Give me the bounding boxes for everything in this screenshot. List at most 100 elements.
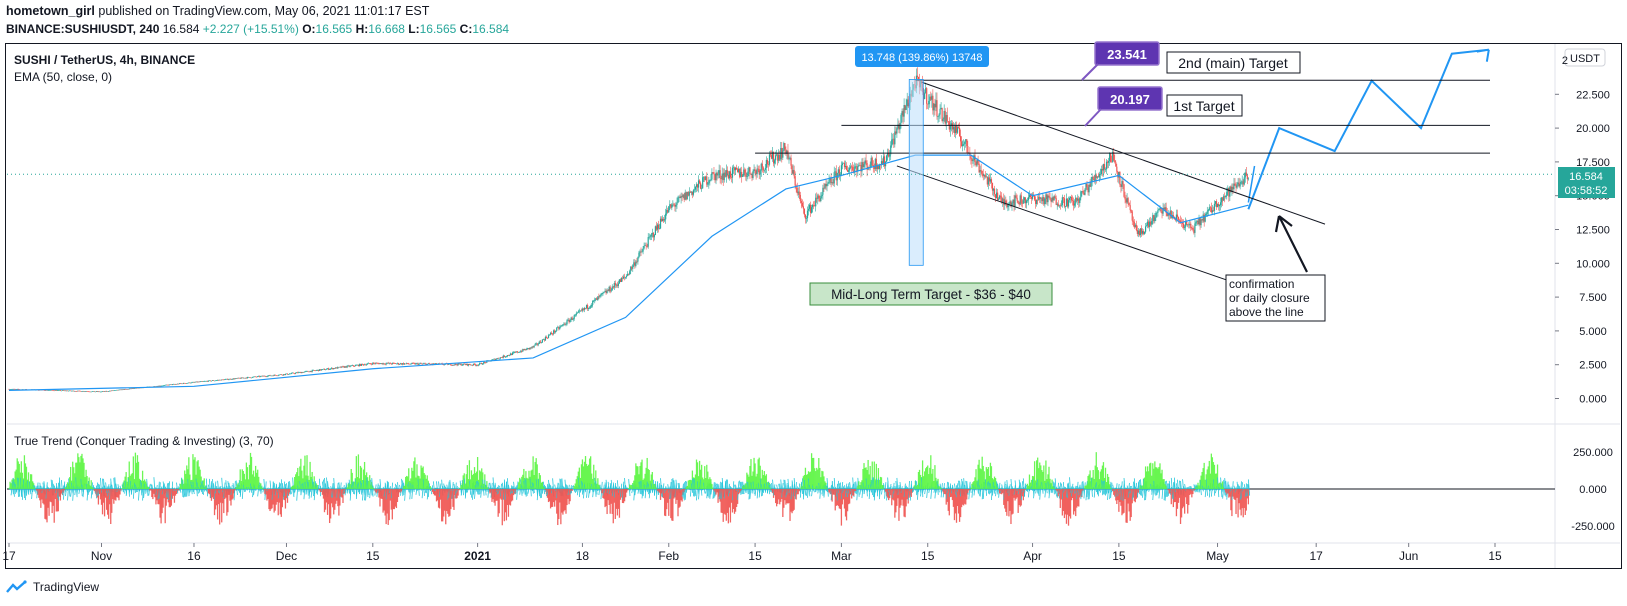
tradingview-footer[interactable]: TradingView — [6, 580, 99, 594]
indicator-signal — [1109, 481, 1112, 500]
candle-body — [310, 371, 312, 372]
candle-body — [198, 381, 200, 383]
candle-body — [411, 362, 413, 364]
candle-body — [832, 182, 834, 184]
candle-body — [165, 384, 167, 386]
candle-body — [509, 353, 512, 356]
candle-body — [567, 319, 569, 321]
candle-body — [693, 189, 696, 191]
candle-body — [211, 380, 214, 381]
author-name[interactable]: hometown_girl — [6, 4, 95, 18]
candle-body — [647, 237, 649, 247]
candle-body — [805, 218, 808, 219]
candle-body — [219, 379, 221, 381]
candle-body — [507, 355, 510, 356]
candle-body — [848, 170, 850, 172]
candle-body — [823, 187, 825, 189]
candle-body — [979, 170, 981, 173]
candle-body — [81, 391, 83, 393]
candle-body — [744, 169, 746, 173]
candle-body — [670, 204, 672, 208]
candle-body — [1188, 224, 1190, 226]
candle-body — [1156, 212, 1158, 214]
high-label: H: — [355, 22, 369, 36]
candle-body — [483, 362, 485, 365]
candle-body — [987, 177, 989, 185]
candle-body — [289, 373, 292, 375]
candle-body — [453, 364, 455, 366]
candle-body — [559, 326, 561, 329]
candle-body — [47, 390, 49, 391]
candle-body — [1202, 214, 1204, 221]
candle-body — [591, 304, 593, 307]
candle-body — [485, 362, 487, 363]
candle-body — [891, 139, 893, 146]
candle-body — [1091, 176, 1093, 182]
candle-body — [791, 165, 793, 174]
candle-body — [484, 362, 486, 363]
candle-body — [609, 286, 611, 292]
candle-body — [1077, 198, 1079, 201]
candle-body — [238, 377, 240, 379]
candle-body — [382, 363, 384, 365]
candle-body — [519, 352, 521, 353]
candle-body — [221, 379, 223, 381]
price-tick-label: 7.500 — [1579, 292, 1607, 304]
candle-body — [727, 174, 729, 179]
candle-body — [1183, 223, 1185, 228]
candle-body — [101, 391, 104, 392]
candle-body — [696, 184, 699, 188]
candle-body — [456, 364, 458, 366]
candle-body — [100, 391, 103, 393]
candle-body — [906, 99, 908, 107]
candle-body — [969, 152, 971, 156]
candle-body — [1103, 164, 1106, 170]
candle-body — [195, 381, 197, 383]
candle-body — [110, 390, 112, 392]
candle-body — [1134, 224, 1136, 228]
candle-body — [244, 377, 246, 379]
publish-line: hometown_girl published on TradingView.c… — [6, 4, 429, 18]
tradingview-logo-icon — [6, 580, 27, 593]
candle-body — [1071, 197, 1073, 201]
candle-body — [1170, 210, 1172, 218]
close-label: C: — [459, 22, 473, 36]
candle-body — [1237, 182, 1239, 185]
candle-body — [724, 172, 726, 177]
candle-body — [735, 167, 738, 170]
candle-body — [1167, 212, 1169, 216]
candle-body — [988, 177, 990, 182]
candle-body — [1041, 198, 1043, 202]
candle-body — [833, 172, 835, 184]
candle-body — [1074, 203, 1076, 206]
candle-body — [252, 376, 255, 378]
candle-body — [1067, 200, 1070, 207]
candle-body — [618, 279, 621, 284]
candle-body — [161, 385, 163, 387]
candle-body — [936, 100, 938, 117]
candle-body — [261, 375, 263, 377]
candle-body — [166, 384, 168, 386]
candle-body — [946, 115, 948, 122]
candle-body — [717, 173, 719, 176]
candle-body — [226, 378, 228, 380]
candle-body — [385, 363, 387, 365]
currency-badge[interactable] — [1564, 48, 1606, 67]
candle-body — [172, 384, 175, 385]
candle-body — [308, 371, 310, 373]
candle-body — [995, 192, 998, 199]
candle-body — [306, 371, 308, 372]
price-tick-label: 20.000 — [1576, 123, 1610, 135]
candle-body — [269, 375, 271, 376]
candle-body — [107, 391, 109, 392]
candle-body — [189, 382, 191, 384]
candle-body — [268, 375, 270, 376]
candle-body — [319, 369, 321, 371]
candle-body — [621, 277, 624, 279]
range-measure-area — [908, 79, 924, 266]
candle-body — [401, 363, 404, 365]
price-tick-label: 5.000 — [1579, 326, 1607, 338]
candle-body — [391, 362, 393, 365]
candle-body — [180, 383, 182, 384]
